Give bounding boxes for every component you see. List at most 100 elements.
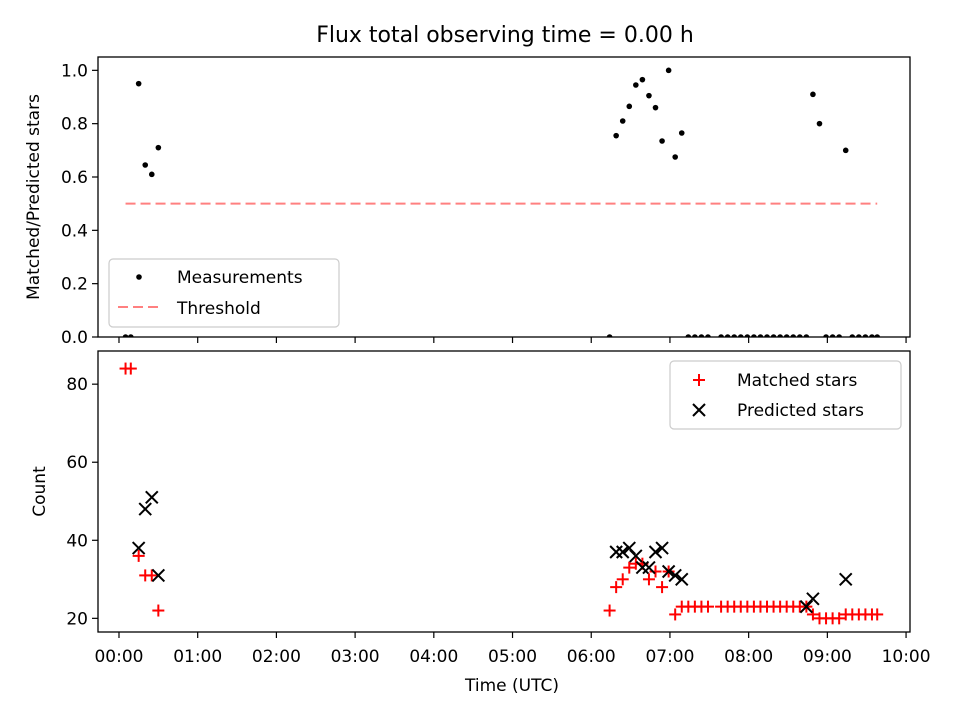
predicted-star-stroke <box>622 541 636 555</box>
measurement-point <box>626 103 633 110</box>
predicted-star-stroke <box>806 592 820 606</box>
legend-box <box>108 258 340 328</box>
predicted-star-stroke <box>145 490 159 505</box>
legend-measurement-marker <box>136 274 142 280</box>
matched-star-point <box>145 569 158 582</box>
matched-star-point <box>871 608 884 621</box>
matched-star-point <box>610 581 623 594</box>
measurement-point <box>606 334 613 337</box>
matched-star-point <box>642 573 655 586</box>
y-tick-label: 0.8 <box>61 115 88 135</box>
measurement-point <box>646 92 652 99</box>
measurement-point <box>737 334 744 337</box>
measurement-point <box>142 162 149 168</box>
measurement-point <box>705 334 711 337</box>
y-tick-label: 60 <box>66 453 88 473</box>
x-axis-label: Time (UTC) <box>464 676 559 696</box>
y-tick-label: 0.0 <box>61 328 88 348</box>
legend-label: Measurements <box>177 268 303 288</box>
y-tick-label: 0.2 <box>61 275 88 295</box>
predicted-star-point <box>131 541 146 555</box>
x-tick-label: 02:00 <box>252 647 301 667</box>
measurement-point <box>810 91 816 98</box>
predicted-star-point <box>839 572 853 587</box>
measurement-point <box>672 154 678 160</box>
predicted-star-point <box>145 490 159 505</box>
measurement-point <box>849 334 856 337</box>
measurement-point <box>869 334 875 337</box>
predicted-star-stroke <box>131 541 146 555</box>
x-tick-label: 06:00 <box>567 647 616 667</box>
star-count-panel: 20 40 60 80 00:00 01:00 02:00 03:00 04:00 05:00 06… <box>30 350 931 696</box>
measurement-point <box>619 118 626 124</box>
y-axis-label: Matched/Predicted stars <box>24 94 44 300</box>
measurement-point <box>862 334 869 337</box>
predicted-star-stroke <box>629 549 643 563</box>
plot-data <box>119 362 884 625</box>
matched-star-point <box>656 581 669 594</box>
plot-data <box>122 67 881 337</box>
measurement-point <box>836 334 842 337</box>
measurement-point <box>639 76 646 83</box>
measurement-point <box>783 334 790 337</box>
measurement-point <box>659 138 665 144</box>
predicted-star-point <box>648 545 663 559</box>
measurement-point <box>724 334 731 337</box>
y-axis-label: Count <box>30 466 50 517</box>
measurement-point <box>135 80 142 87</box>
y-tick-label: 80 <box>66 375 88 395</box>
predicted-star-point <box>655 541 669 555</box>
legend-label: Predicted stars <box>737 401 864 421</box>
y-tick-label: 20 <box>66 609 88 629</box>
axes-frame <box>97 56 911 338</box>
matched-star-point <box>616 573 629 586</box>
predicted-star-stroke <box>839 572 853 587</box>
predicted-star-point <box>629 549 643 563</box>
matched-star-point <box>669 608 682 621</box>
predicted-star-point <box>806 592 820 606</box>
measurement-point <box>816 120 823 127</box>
measurement-point <box>744 334 751 337</box>
measurement-point <box>692 334 698 337</box>
measurement-point <box>613 132 619 139</box>
legend-box <box>669 360 902 430</box>
measurement-point <box>777 334 783 337</box>
measurement-point <box>874 334 881 337</box>
measurement-point <box>842 147 849 154</box>
predicted-star-stroke <box>648 545 663 559</box>
flux-ratio-panel: 0.0 0.2 0.4 0.6 0.8 1.0 Matched/Predicted star… <box>24 56 911 348</box>
legend-label: Matched stars <box>737 371 857 391</box>
matched-star-point <box>132 549 145 562</box>
predicted-star-point <box>138 502 152 516</box>
matched-star-point <box>623 561 636 574</box>
matched-star-point <box>603 604 616 617</box>
figure-title: Flux total observing time = 0.00 h <box>316 23 694 48</box>
legend-predicted-marker <box>692 403 706 417</box>
measurement-point <box>856 334 862 337</box>
predicted-star-point <box>635 560 650 575</box>
measurement-point <box>770 334 777 337</box>
predicted-star-point <box>675 572 689 587</box>
axes-frame <box>97 350 911 633</box>
predicted-star-stroke <box>616 545 630 559</box>
legend: Matched stars Predicted stars <box>669 360 902 430</box>
y-tick-label: 40 <box>66 531 88 551</box>
predicted-star-stroke <box>635 560 650 575</box>
x-tick-label: 10:00 <box>882 647 931 667</box>
predicted-star-stroke <box>668 568 682 583</box>
matched-star-point <box>124 362 137 375</box>
matched-star-point <box>152 604 165 617</box>
predicted-star-stroke <box>655 541 669 555</box>
measurement-point <box>803 334 810 337</box>
measurement-point <box>757 334 764 337</box>
measurement-point <box>764 334 770 337</box>
predicted-star-point <box>616 545 630 559</box>
measurement-point <box>665 67 672 74</box>
y-tick-label: 0.6 <box>61 168 88 188</box>
measurement-point <box>829 334 836 337</box>
x-tick-label: 01:00 <box>173 647 222 667</box>
x-tick-label: 00:00 <box>94 647 143 667</box>
predicted-star-stroke <box>151 568 166 583</box>
x-tick-label: 05:00 <box>488 647 537 667</box>
